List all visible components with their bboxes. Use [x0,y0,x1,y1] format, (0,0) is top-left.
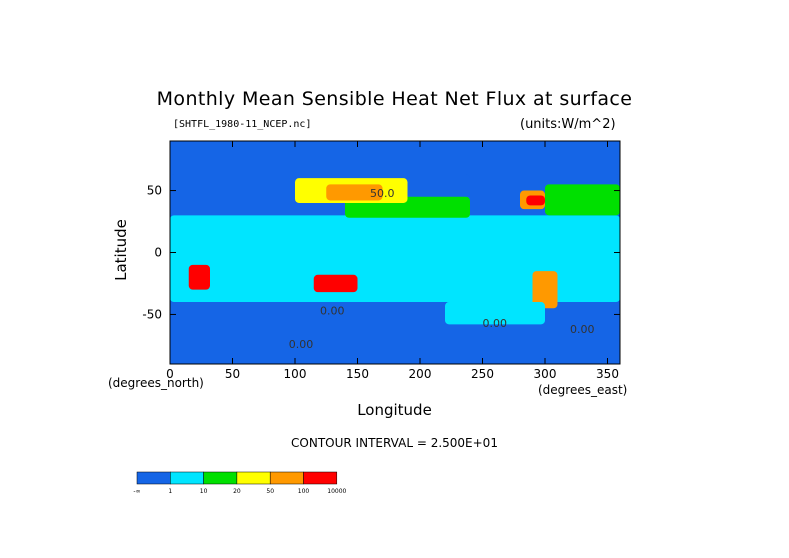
region-north-america-red [526,195,545,206]
x-tick-label: 350 [596,367,619,381]
y-tick-label: 0 [154,246,162,260]
region-atlantic-green [545,184,620,216]
region-asia-orange [326,184,383,201]
contour-label: 0.00 [289,338,314,351]
contour-label: 0.00 [483,317,508,330]
chart-title: Monthly Mean Sensible Heat Net Flux at s… [156,88,633,110]
file-label: [SHTFL_1980-11_NCEP.nc] [173,119,312,130]
contour-interval: CONTOUR INTERVAL = 2.500E+01 [291,436,498,450]
region-tropics-cyan [170,215,620,303]
x-unit-label: (degrees_north) [108,376,204,390]
x-tick-label: 300 [534,367,557,381]
contour-labels: 50.0 0.00 0.00 0.00 0.00 [289,187,595,351]
units-label: (units:W/m^2) [520,117,616,132]
contour-label: 0.00 [320,304,345,317]
y-tick-label: -50 [142,307,162,321]
y-axis-label: Latitude [112,219,130,281]
region-australia-red [313,274,358,293]
region-polar-south [170,302,620,364]
x-axis-label: Longitude [357,401,432,419]
axis-ticks: 0 50 100 150 200 250 300 350 -50 0 50 [142,141,620,381]
region-south-america-orange [532,271,558,309]
x-tick-label: 250 [471,367,494,381]
region-southern-ocean-cyan [445,302,545,325]
contour-label: 0.00 [570,323,595,336]
x-tick-label: 100 [284,367,307,381]
x-tick-label: 150 [346,367,369,381]
x-tick-label: 200 [409,367,432,381]
x-tick-label: 0 [166,367,174,381]
region-polar-north [170,141,620,175]
flux-field [170,141,620,364]
contour-label: 50.0 [370,187,395,200]
x-tick-label: 50 [225,367,240,381]
y-tick-label: 50 [147,184,162,198]
region-africa-red [188,264,210,290]
y-unit-label: (degrees_east) [538,383,628,397]
